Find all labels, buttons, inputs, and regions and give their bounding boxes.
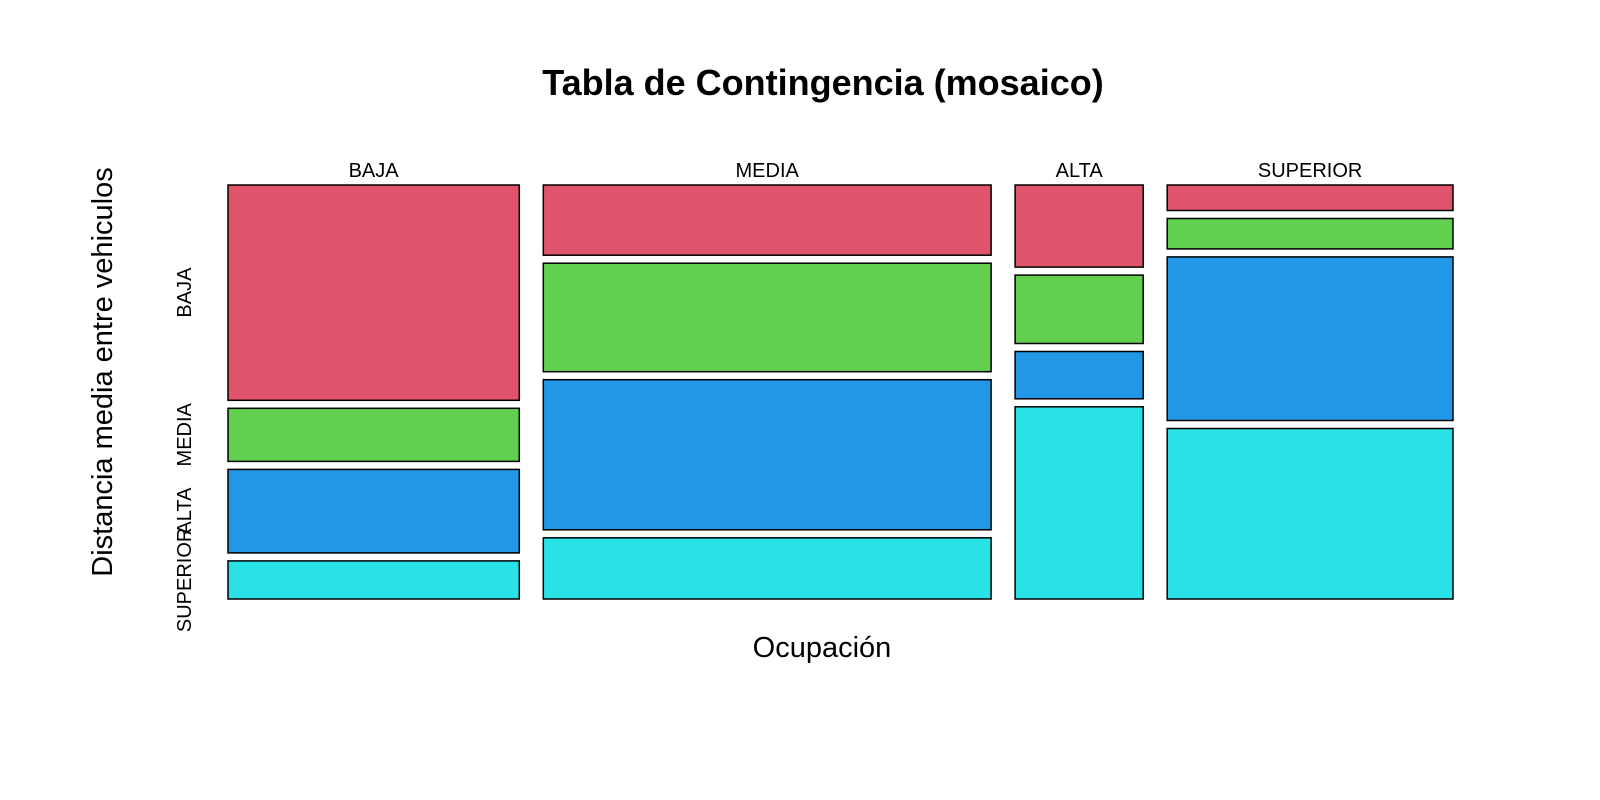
cell-baja-media <box>227 407 521 463</box>
cell-baja-baja <box>227 184 521 402</box>
cell-media-superior <box>542 537 992 600</box>
y-category-label-superior: SUPERIOR <box>174 528 196 632</box>
cell-superior-superior <box>1166 427 1454 600</box>
cell-media-baja <box>542 184 992 256</box>
x-category-label-alta: ALTA <box>1056 160 1104 182</box>
y-category-label-baja: BAJA <box>174 267 196 318</box>
x-axis-label: Ocupación <box>753 632 892 664</box>
chart-title: Tabla de Contingencia (mosaico) <box>542 62 1103 103</box>
y-category-label-media: MEDIA <box>174 402 196 466</box>
x-category-label-baja: BAJA <box>349 160 400 182</box>
mosaic-cells <box>227 184 1454 600</box>
cell-superior-baja <box>1166 184 1454 212</box>
cell-alta-media <box>1014 274 1144 345</box>
y-axis-label: Distancia media entre vehiculos <box>87 167 119 576</box>
cell-baja-superior <box>227 560 521 600</box>
y-category-label-alta: ALTA <box>174 487 196 535</box>
cell-superior-media <box>1166 217 1454 250</box>
cell-alta-alta <box>1014 350 1144 400</box>
cell-alta-baja <box>1014 184 1144 268</box>
cell-media-media <box>542 262 992 373</box>
cell-media-alta <box>542 378 992 531</box>
cell-superior-alta <box>1166 256 1454 422</box>
x-category-labels: BAJA MEDIA ALTA SUPERIOR <box>349 160 1363 182</box>
x-category-label-superior: SUPERIOR <box>1258 160 1362 182</box>
x-category-label-media: MEDIA <box>736 160 800 182</box>
cell-baja-alta <box>227 468 521 554</box>
cell-alta-superior <box>1014 406 1144 600</box>
